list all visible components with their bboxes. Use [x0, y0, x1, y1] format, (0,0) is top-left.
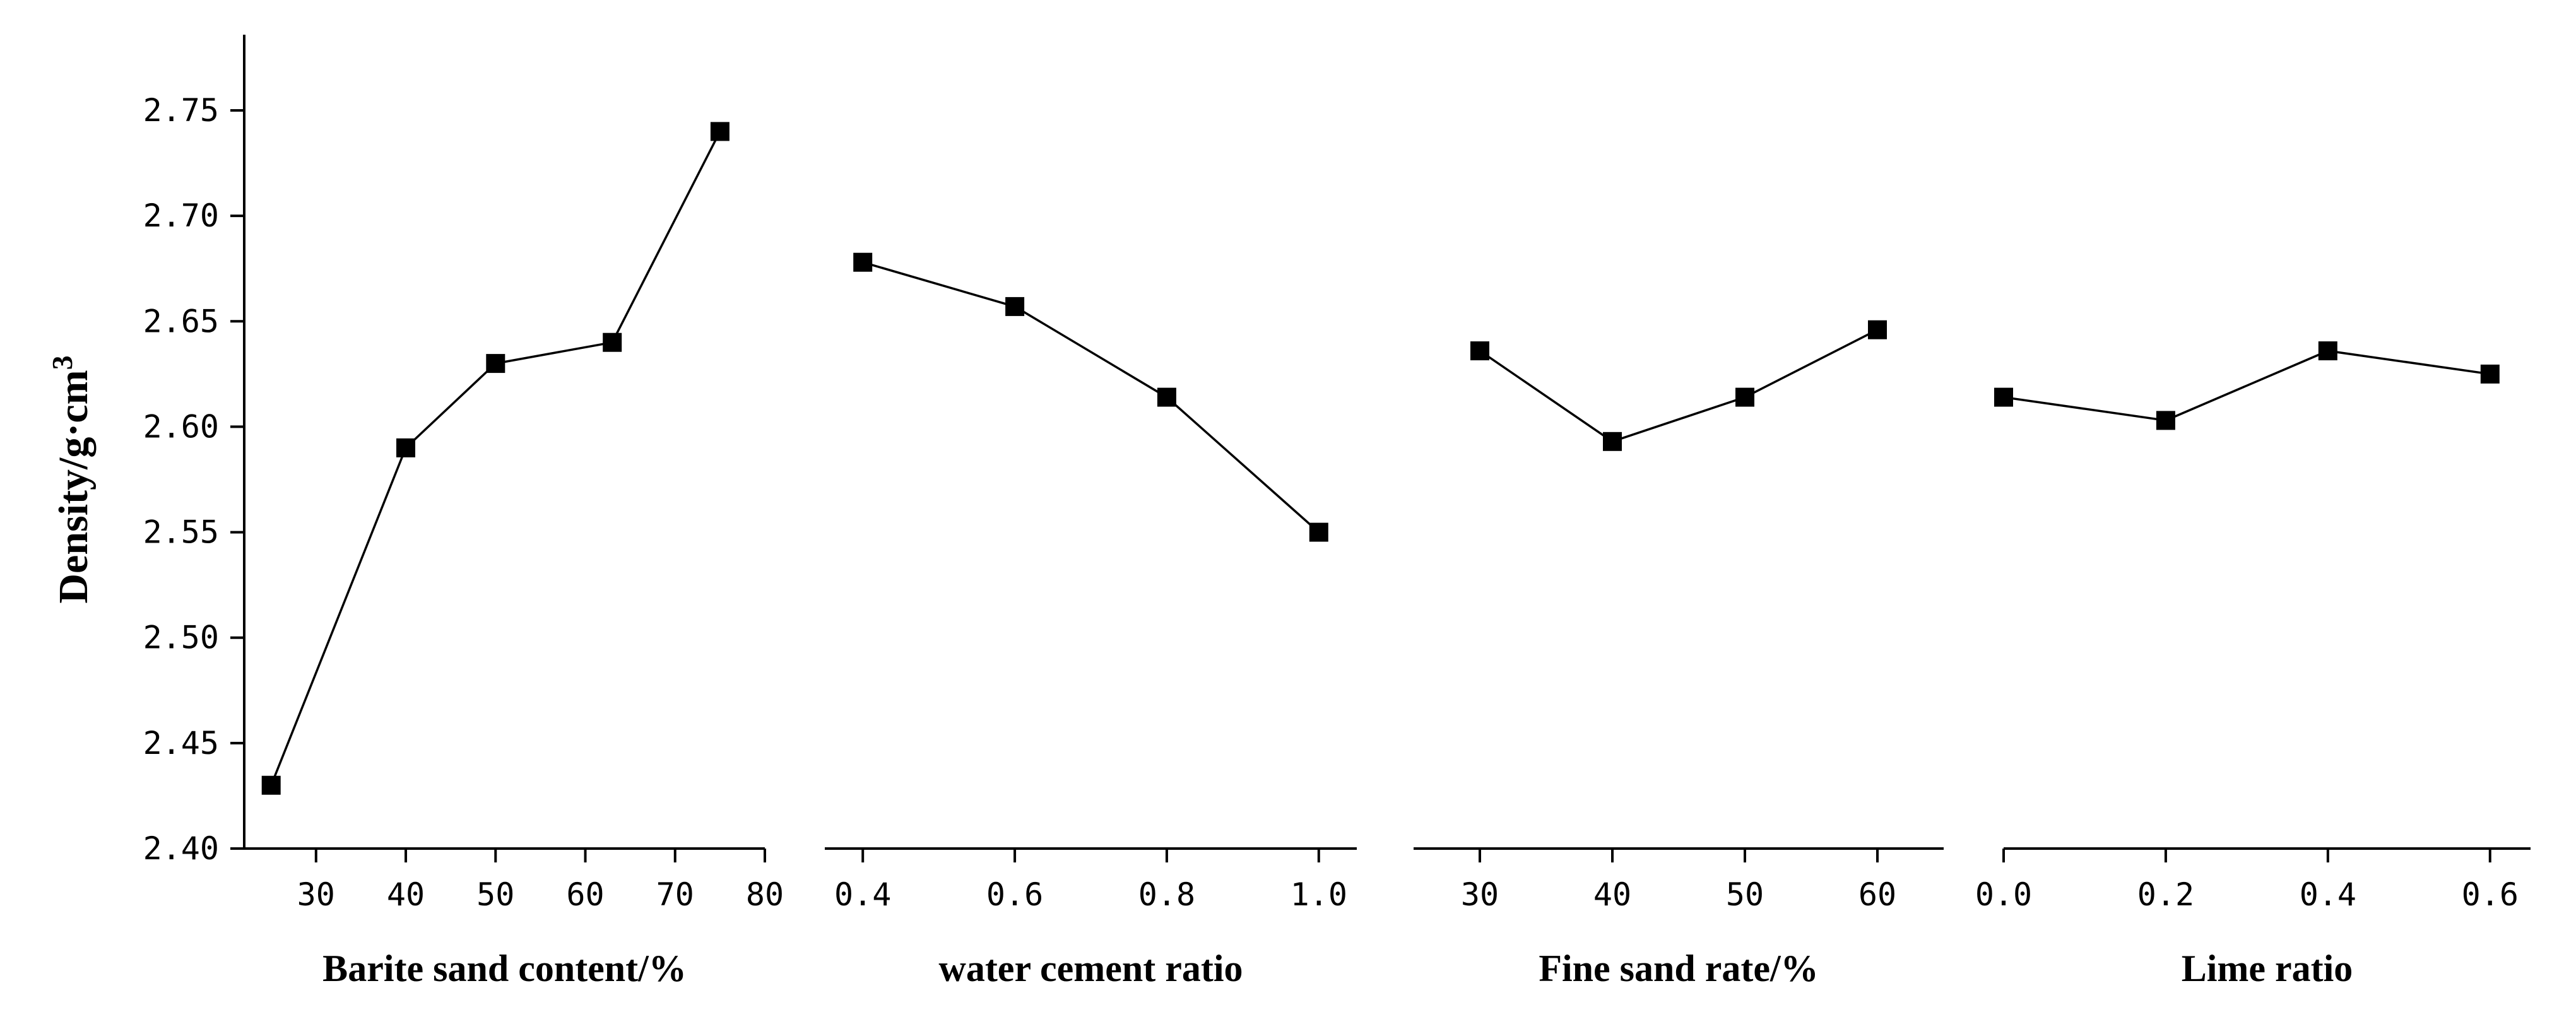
x-tick-label: 30 [1461, 876, 1499, 913]
x-axis-title: water cement ratio [939, 948, 1243, 989]
data-point [261, 775, 281, 795]
panel-2: 0.4 0.6 0.8 1.0 water cement ratio [825, 252, 1357, 989]
x-tick-label: 60 [1858, 876, 1896, 913]
data-point [2480, 364, 2500, 384]
y-tick-label: 2.60 [143, 408, 219, 445]
x-tick-label: 0.6 [986, 876, 1043, 913]
data-point [486, 354, 505, 373]
y-tick-label: 2.75 [143, 92, 219, 129]
x-tick-label: 0.4 [834, 876, 891, 913]
x-tick-label: 40 [387, 876, 425, 913]
data-point [2318, 341, 2337, 361]
x-tick-label: 0.2 [2137, 876, 2194, 913]
x-tick-label: 40 [1593, 876, 1631, 913]
data-point [2156, 411, 2175, 430]
x-axis-title: Barite sand content/% [322, 948, 687, 989]
data-point [396, 438, 415, 457]
x-axis-title: Lime ratio [2182, 948, 2353, 989]
x-tick-label: 70 [656, 876, 694, 913]
x-tick-label: 50 [476, 876, 514, 913]
series-line [1479, 329, 1878, 443]
panel-3: 30 40 50 60 Fine sand rate/% [1414, 320, 1944, 989]
y-tick-label: 2.50 [143, 620, 219, 656]
y-tick-label: 2.40 [143, 830, 219, 867]
x-tick-label: 50 [1726, 876, 1764, 913]
data-point [853, 252, 873, 272]
y-axis-title: Density/g·cm3 [46, 355, 97, 603]
x-tick-label: 0.6 [2462, 876, 2519, 913]
y-tick-label: 2.55 [143, 514, 219, 551]
x-tick-label: 0.4 [2300, 876, 2356, 913]
data-point [1994, 387, 2013, 407]
series-line [862, 261, 1320, 533]
y-tick-label: 2.70 [143, 197, 219, 234]
x-tick-label: 80 [746, 876, 784, 913]
data-point [1868, 320, 1887, 339]
x-tick-label: 30 [297, 876, 335, 913]
data-point [1735, 387, 1754, 407]
series-line [270, 131, 721, 786]
y-axis-title-text: Density/g·cm [50, 370, 97, 603]
panel-1: 30 40 50 60 70 80 Barite sand content/% [244, 122, 784, 989]
data-point [1309, 522, 1328, 542]
x-axis-title: Fine sand rate/% [1539, 948, 1818, 989]
data-point [1005, 297, 1025, 316]
data-point [1157, 387, 1176, 407]
series-line [2003, 350, 2491, 422]
panel-4: 0.0 0.2 0.4 0.6 Lime ratio [1975, 341, 2531, 989]
y-tick-label: 2.45 [143, 725, 219, 761]
x-tick-label: 0.8 [1138, 876, 1195, 913]
x-tick-label: 60 [566, 876, 604, 913]
data-point [1603, 432, 1622, 451]
y-axis-title-superscript: 3 [46, 355, 78, 370]
data-point [1470, 341, 1489, 361]
y-tick-label: 2.65 [143, 303, 219, 339]
y-axis: 2.40 2.45 2.50 2.55 2.60 2.65 2.70 2.75 [143, 35, 245, 867]
data-point [710, 122, 730, 141]
data-point [603, 332, 622, 352]
x-tick-label: 1.0 [1291, 876, 1347, 913]
x-tick-label: 0.0 [1975, 876, 2032, 913]
